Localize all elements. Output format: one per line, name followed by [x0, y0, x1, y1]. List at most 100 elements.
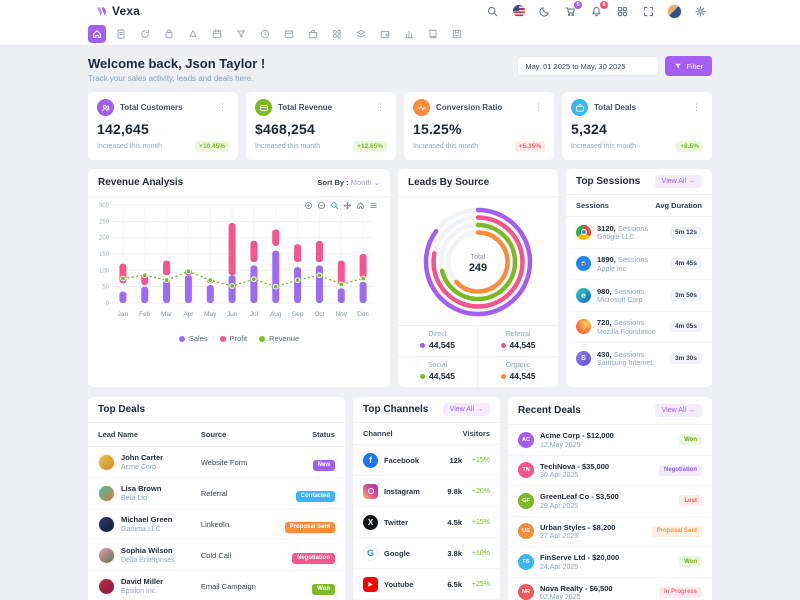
nav-item-cards[interactable] [280, 25, 298, 43]
stat-value: $468,254 [255, 121, 315, 137]
brand-logo[interactable]: Vexa [95, 4, 140, 18]
revenue-sortby-dropdown[interactable]: Sort By : Month ⌄ [317, 178, 380, 187]
legend-sales[interactable]: Sales [178, 334, 208, 343]
more-options-icon[interactable]: ⋮ [218, 102, 227, 112]
chart-menu-icon[interactable] [369, 201, 378, 210]
briefcase-icon [571, 99, 588, 116]
status-badge: Negotiation [292, 552, 335, 564]
channel-visitors: 9.8k [447, 486, 462, 496]
nav-item-home[interactable] [88, 24, 106, 43]
selection-zoom-icon[interactable] [330, 201, 339, 210]
lead-name: Michael Green [121, 515, 173, 525]
facebook-icon: f [363, 452, 378, 468]
instagram-icon [363, 483, 378, 499]
zoom-in-icon[interactable] [304, 201, 313, 210]
profile-avatar[interactable] [667, 3, 682, 19]
pan-icon[interactable] [343, 201, 352, 210]
channel-row[interactable]: f Facebook 12k +15% [353, 445, 500, 476]
nav-item-bag[interactable] [160, 25, 178, 43]
reset-home-icon[interactable] [356, 201, 365, 210]
edge-icon: e [576, 287, 591, 303]
recent-deal-row[interactable]: FS FinServe Ltd - $20,000 24.Apr 2025 Wo… [508, 547, 712, 578]
card-icon [255, 99, 272, 116]
more-options-icon[interactable]: ⋮ [692, 102, 701, 112]
top-deals-panel: Top Deals Lead Name Source Status John C… [88, 397, 345, 600]
deal-row[interactable]: John Carter Acme Corp Website Form New [88, 447, 345, 478]
legend-profit[interactable]: Profit [219, 334, 247, 343]
search-icon[interactable] [485, 4, 500, 19]
nav-item-archive[interactable] [448, 25, 466, 43]
recent-deal-row[interactable]: TN TechNova - $35,000 30.Apr 2025 Negoti… [508, 456, 712, 486]
deal-row[interactable]: Michael Green Gamma LLC LinkedIn Proposa… [88, 509, 345, 540]
revenue-chart[interactable]: 0 50 100 150 200 250 300 Jan Feb Mar Apr May Jun Jul A… [96, 199, 380, 331]
recent-deals-list: AC Acme Corp - $12,000 12.May 2025 Won T… [508, 425, 712, 600]
leads-legend-organic: Organic 44,545 [478, 356, 558, 387]
google-icon: G [363, 545, 378, 561]
nav-item-calendar[interactable] [208, 25, 226, 43]
stat-card: Conversion Ratio ⋮ 15.25% Increased this… [404, 92, 554, 160]
svg-text:200: 200 [99, 236, 110, 242]
legend-revenue[interactable]: Revenue [259, 334, 299, 343]
recent-deals-view-all-button[interactable]: View All → [654, 404, 702, 417]
cart-icon[interactable]: 5 [563, 0, 582, 19]
channels-list: f Facebook 12k +15% Instagram 9.8k +20% … [353, 445, 500, 600]
deal-row[interactable]: Sophia Wilson Delta Enterprises Cold Cal… [88, 540, 345, 571]
deal-name: Acme Corp - $12,000 [540, 431, 614, 440]
lead-name: Sophia Wilson [121, 546, 173, 556]
session-duration: 4m 45s [669, 258, 702, 270]
channel-col-header: Channel [363, 429, 393, 438]
fullscreen-icon[interactable] [641, 4, 656, 19]
nav-item-clock[interactable] [256, 25, 274, 43]
channel-row[interactable]: Instagram 9.8k +20% [353, 476, 500, 507]
session-company: Samsung Internet [597, 360, 653, 367]
notifications-bell-icon[interactable]: 6 [589, 0, 608, 19]
session-count: 720, Sessions [597, 318, 645, 327]
recent-deal-row[interactable]: GF GreenLeaf Co - $3,500 29.Apr 2025 Los… [508, 486, 712, 517]
nav-item-funnel[interactable] [232, 25, 250, 43]
icon-navbar [0, 22, 800, 46]
language-flag-icon[interactable] [511, 4, 526, 19]
nav-item-briefcase[interactable] [304, 25, 322, 43]
sessions-view-all-button[interactable]: View All → [654, 175, 702, 188]
sessions-title: Top Sessions [576, 176, 641, 187]
safari-icon: ➤ [576, 256, 591, 272]
recent-deal-row[interactable]: NR Nova Realty - $6,500 02.May 2025 In P… [508, 578, 712, 600]
session-row[interactable]: S 430, Sessions Samsung Internet 3m 30s [566, 343, 712, 374]
nav-item-refresh[interactable] [136, 25, 154, 43]
stat-delta-badge: +8.5% [676, 141, 703, 152]
deal-name: TechNova - $35,000 [540, 461, 610, 471]
nav-item-book[interactable] [424, 25, 442, 43]
channel-row[interactable]: G Google 3.8k +10% [353, 538, 500, 569]
channel-row[interactable]: ▶ Youtube 6.5k +25% [353, 569, 500, 600]
nav-item-layers[interactable] [352, 25, 370, 43]
deal-row[interactable]: David Miller Epsilon Inc. Email Campaign… [88, 571, 345, 600]
nav-item-shapes[interactable] [184, 25, 202, 43]
lead-name: John Carter [121, 453, 164, 463]
lead-name: David Miller [121, 577, 164, 587]
session-row[interactable]: 3120, Sessions Google LLC 5m 12s [566, 217, 712, 249]
session-row[interactable]: ➤ 1890, Sessions Apple Inc 4m 45s [566, 249, 712, 280]
more-options-icon[interactable]: ⋮ [376, 102, 385, 112]
nav-item-documents[interactable] [112, 25, 130, 43]
nav-item-bar-chart[interactable] [400, 25, 418, 43]
zoom-out-icon[interactable] [317, 201, 326, 210]
stat-card: Total Customers ⋮ 142,645 Increased this… [88, 92, 238, 160]
dark-mode-icon[interactable] [537, 4, 552, 19]
settings-gear-icon[interactable] [693, 4, 708, 19]
deal-status-badge: Lost [679, 495, 702, 507]
date-range-input[interactable] [517, 56, 660, 76]
top-sessions-panel: Top Sessions View All → Sessions Avg Dur… [566, 169, 712, 387]
recent-deal-row[interactable]: AC Acme Corp - $12,000 12.May 2025 Won [508, 425, 712, 456]
nav-item-wallet[interactable] [376, 25, 394, 43]
nav-item-apps-grid[interactable] [328, 25, 346, 43]
filter-button[interactable]: Filter [665, 56, 712, 76]
session-row[interactable]: 720, Sessions Mozilla Foundation 4m 05s [566, 312, 712, 343]
session-row[interactable]: e 980, Sessions Microsoft Corp 3m 50s [566, 280, 712, 312]
stat-label: Total Deals [594, 103, 637, 112]
recent-deal-row[interactable]: US Urban Styles - $8,200 27.Apr 2025 Pro… [508, 517, 712, 547]
deal-row[interactable]: Lisa Brown Beta Ltd Referral Contacted [88, 478, 345, 509]
apps-grid-icon[interactable] [615, 4, 630, 19]
channel-row[interactable]: X Twitter 4.5k +15% [353, 507, 500, 538]
channels-view-all-button[interactable]: View All → [442, 403, 490, 416]
more-options-icon[interactable]: ⋮ [534, 102, 543, 112]
